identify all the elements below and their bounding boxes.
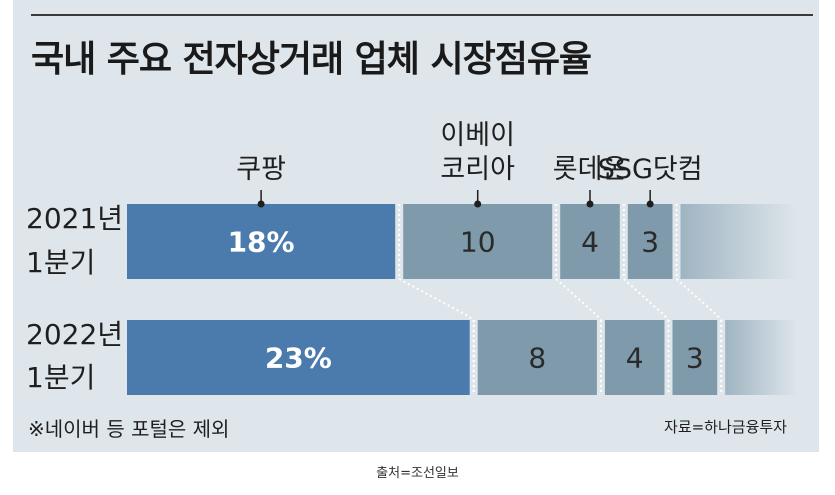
connector-3 [623,278,670,321]
row-label-2021-line2: 1분기 [26,246,95,279]
series-name-2-line-2: 코리아 [440,154,515,185]
source-label: 자료=하나금융투자 [664,418,787,436]
value-label-1-row-1: 18% [228,226,295,259]
series-name-2-line-1: 이베이 [440,120,515,151]
bar-rest-row-1 [680,204,798,279]
bar-4-row-2 [672,320,718,395]
series-dot-4 [646,200,654,208]
bar-1-row-2 [127,320,470,395]
value-label-2-row-1: 10 [460,226,496,259]
connector-4 [675,278,722,321]
value-label-4-row-2: 3 [686,342,704,375]
bar-1-row-1 [127,204,396,279]
bar-rest-row-2 [725,320,798,395]
series-name-4: SSG닷컴 [598,154,703,185]
chart-title: 국내 주요 전자상거래 업체 시장점유율 [31,39,592,80]
value-label-2-row-2: 8 [528,342,546,375]
footnote: ※네이버 등 포털은 제외 [28,417,229,441]
bar-2-row-2 [477,320,597,395]
value-label-4-row-1: 3 [641,226,659,259]
bar-4-row-1 [627,204,673,279]
bar-3-row-2 [604,320,665,395]
bar-3-row-1 [560,204,620,279]
row-label-2022-line2: 1분기 [26,361,95,394]
series-dot-1 [257,200,265,208]
series-name-1: 쿠팡 [236,154,286,185]
image-credit: 출처=조선일보 [376,466,459,481]
connector-1 [398,278,475,321]
row-label-2021-line1: 2021년 [26,202,123,235]
series-dot-2 [474,200,482,208]
series-name-3: 롯데온 [553,154,628,185]
row-label-2022-line1: 2022년 [26,318,123,351]
value-label-1-row-2: 23% [265,342,332,375]
connector-2 [555,278,602,321]
top-rule [31,14,813,16]
value-label-3-row-2: 4 [626,342,644,375]
series-dot-3 [586,200,594,208]
value-label-3-row-1: 4 [581,226,599,259]
bar-2-row-1 [403,204,553,279]
